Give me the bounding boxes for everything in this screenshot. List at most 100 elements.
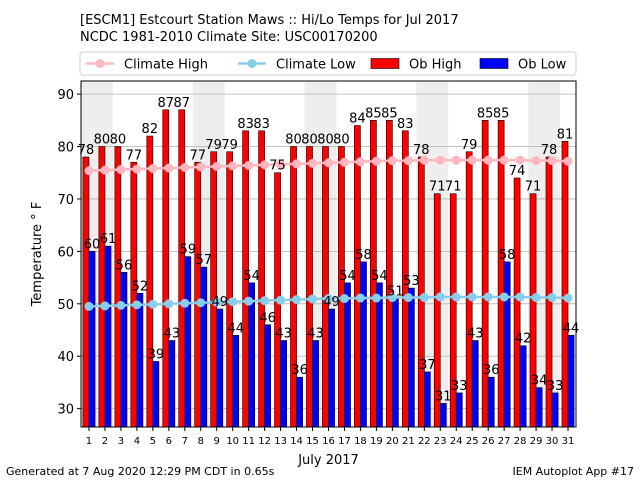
ob-high-value-label: 80 <box>94 133 111 148</box>
ob-high-value-label: 81 <box>557 127 574 142</box>
ob-low-bar <box>232 334 240 428</box>
ob-high-value-label: 87 <box>158 96 175 111</box>
x-tick-label: 21 <box>402 436 415 447</box>
x-tick-label: 13 <box>274 436 287 447</box>
ob-low-bar <box>455 392 463 428</box>
ob-high-bar <box>306 146 313 428</box>
ob-low-bar <box>344 282 351 428</box>
ob-low-value-label: 31 <box>435 389 452 404</box>
climate-low-point <box>371 293 381 303</box>
ob-low-value-label: 33 <box>547 379 564 394</box>
ob-high-bar <box>481 120 489 428</box>
ob-low-value-label: 51 <box>387 285 404 300</box>
legend-box <box>79 51 577 76</box>
ob-low-value-label: 36 <box>291 363 308 378</box>
climate-high-point <box>324 158 333 168</box>
x-tick-label: 22 <box>418 436 431 447</box>
ob-high-value-label: 79 <box>221 138 238 153</box>
climate-low-point <box>228 297 238 307</box>
climate-high-point <box>212 161 222 171</box>
x-tick-label: 9 <box>214 436 220 447</box>
ob-low-value-label: 57 <box>196 253 213 268</box>
ob-low-bar <box>312 340 319 428</box>
x-tick-label: 10 <box>226 436 239 447</box>
climate-high-point <box>499 155 509 165</box>
climate-high-point <box>132 164 142 174</box>
x-tick-label: 29 <box>530 436 543 447</box>
climate-high-point <box>244 160 254 170</box>
x-tick-label: 15 <box>306 436 319 447</box>
ob-low-value-label: 58 <box>355 248 372 263</box>
ob-low-bar <box>120 272 128 428</box>
climate-high-point <box>531 156 541 166</box>
legend-marker-swatch <box>95 59 105 68</box>
climate-high-point <box>339 157 349 167</box>
x-tick-label: 7 <box>182 436 188 447</box>
legend-label: Ob High <box>409 58 462 73</box>
climate-high-point <box>196 162 206 172</box>
x-tick-label: 23 <box>434 436 447 447</box>
ob-high-value-label: 71 <box>445 180 462 195</box>
ob-low-bar <box>136 293 144 428</box>
ob-high-bar <box>130 161 138 428</box>
ob-high-value-label: 85 <box>381 106 398 121</box>
climate-high-point <box>547 156 557 166</box>
climate-high-point <box>100 165 110 175</box>
ob-low-bar <box>471 340 479 428</box>
ob-low-bar <box>152 361 160 428</box>
x-tick-label: 1 <box>86 436 92 447</box>
ob-low-value-label: 54 <box>339 269 356 284</box>
ob-low-bar <box>551 392 559 428</box>
ob-low-value-label: 42 <box>515 332 532 347</box>
climate-low-point <box>84 301 94 311</box>
legend-label: Climate Low <box>276 58 356 73</box>
ob-low-bar <box>503 261 511 428</box>
x-tick-label: 12 <box>258 436 271 447</box>
climate-high-point <box>451 155 461 165</box>
footer-app-text: IEM Autoplot App #17 <box>512 465 635 478</box>
y-tick-label: 60 <box>57 245 74 260</box>
x-tick-label: 14 <box>290 436 303 447</box>
climate-high-point <box>483 155 493 165</box>
x-tick-label: 27 <box>498 436 511 447</box>
ob-low-value-label: 34 <box>531 374 548 389</box>
x-tick-label: 28 <box>514 436 527 447</box>
climate-low-point <box>355 293 365 303</box>
ob-high-value-label: 83 <box>237 117 254 132</box>
ob-high-value-label: 78 <box>78 143 95 158</box>
y-tick-label: 40 <box>57 350 74 365</box>
ob-high-value-label: 85 <box>365 106 382 121</box>
ob-low-bar <box>424 371 431 428</box>
ob-low-value-label: 46 <box>259 311 276 326</box>
ob-low-value-label: 49 <box>323 295 340 310</box>
ob-low-value-label: 39 <box>148 347 165 362</box>
x-tick-label: 8 <box>198 436 204 447</box>
ob-high-bar <box>194 161 202 428</box>
ob-high-value-label: 71 <box>429 180 446 195</box>
ob-high-value-label: 79 <box>461 138 478 153</box>
ob-low-bar <box>567 334 575 428</box>
x-tick-label: 16 <box>322 436 335 447</box>
ob-low-bar <box>408 287 415 428</box>
ob-low-value-label: 60 <box>84 237 101 252</box>
climate-low-point <box>403 293 413 303</box>
ob-low-value-label: 54 <box>371 269 388 284</box>
ob-high-value-label: 80 <box>317 133 334 148</box>
climate-low-point <box>212 297 222 307</box>
climate-low-point <box>180 298 190 308</box>
climate-low-point <box>467 292 477 302</box>
ob-low-bar <box>88 251 96 428</box>
ob-high-bar <box>529 193 537 428</box>
x-tick-label: 3 <box>118 436 124 447</box>
climate-low-point <box>515 292 525 302</box>
x-tick-label: 31 <box>562 436 575 447</box>
legend-bar-swatch <box>370 58 400 69</box>
ob-low-value-label: 59 <box>180 243 197 258</box>
ob-low-bar <box>392 298 399 428</box>
x-axis-label: July 2017 <box>297 453 359 468</box>
ob-high-value-label: 77 <box>126 148 143 163</box>
ob-low-value-label: 49 <box>211 295 228 310</box>
ob-low-bar <box>264 324 271 428</box>
climate-low-point <box>196 298 206 308</box>
